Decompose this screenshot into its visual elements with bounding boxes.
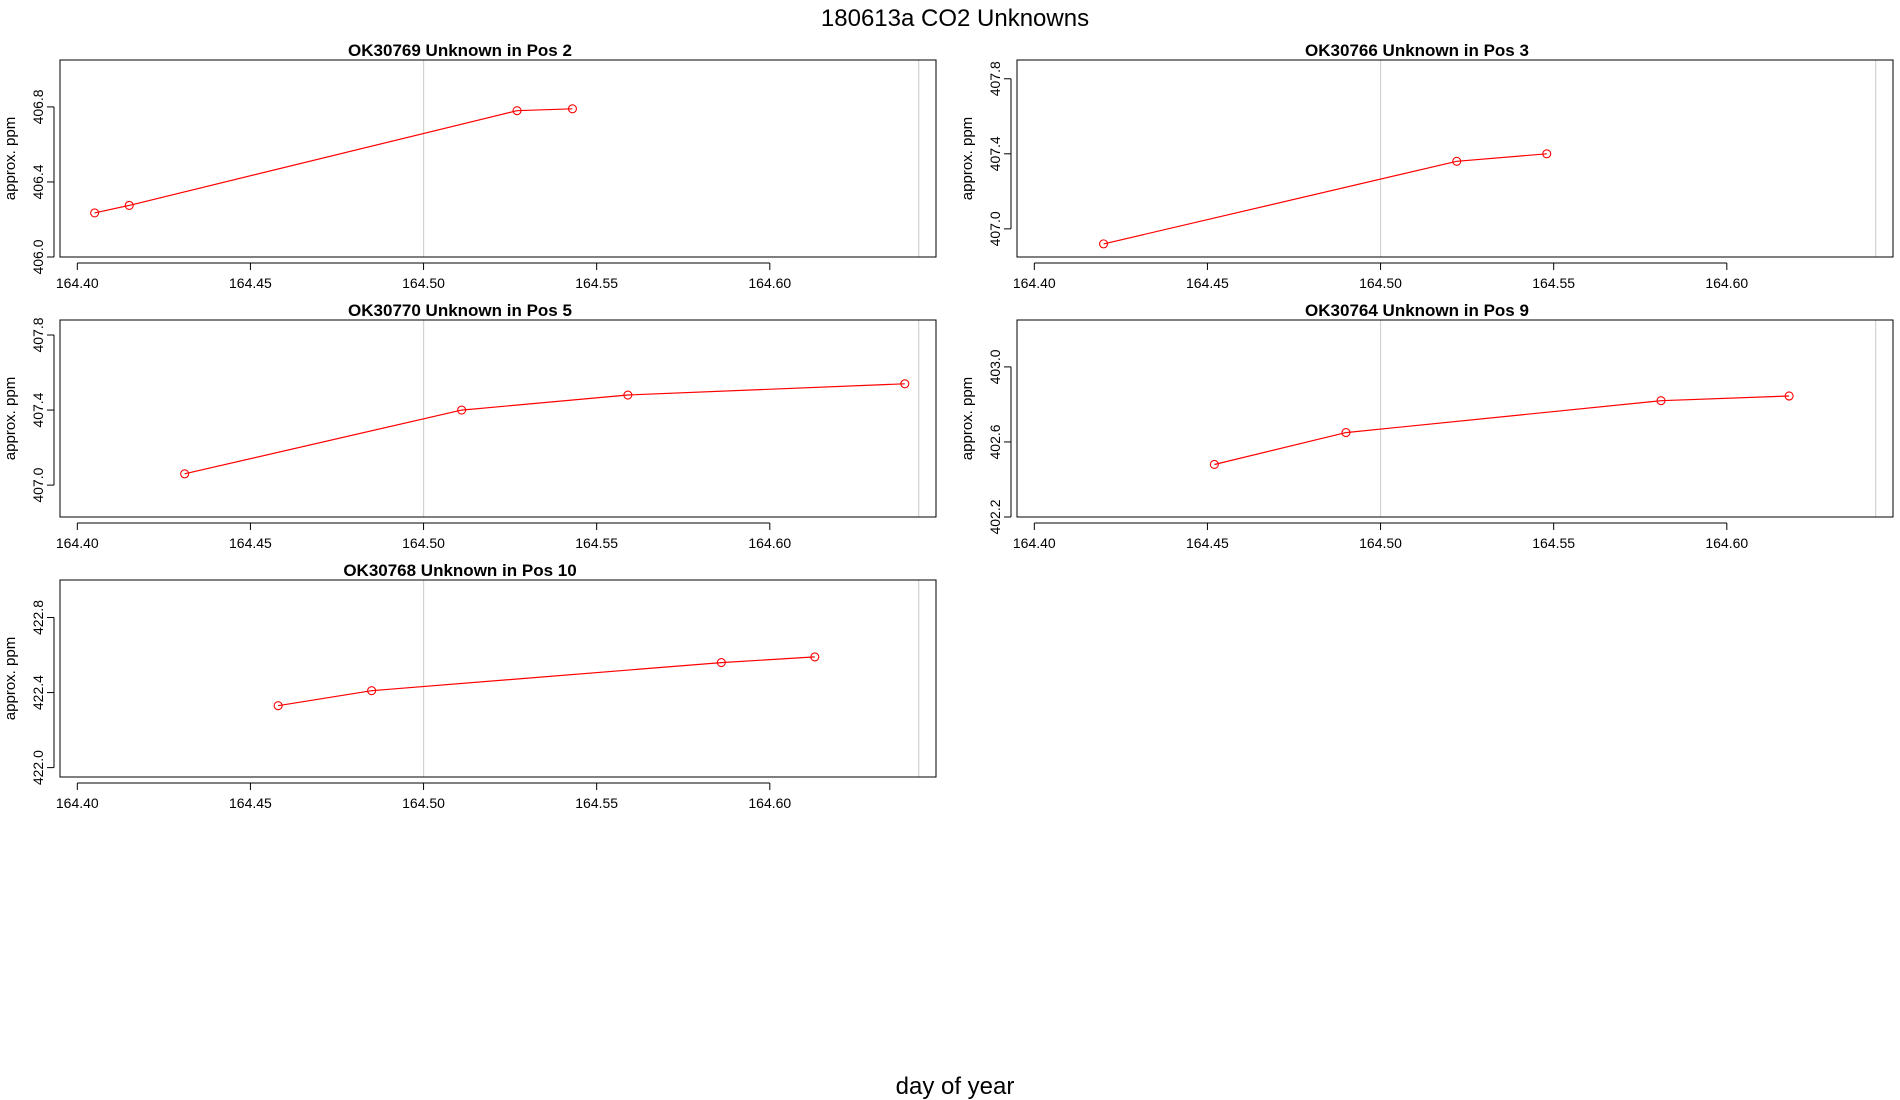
- data-point: [810, 652, 820, 662]
- data-point: [1656, 396, 1666, 406]
- x-tick-label: 164.60: [1705, 535, 1748, 551]
- series-line: [94, 108, 573, 214]
- y-tick-label: 406.0: [30, 239, 46, 274]
- x-tick-label: 164.40: [56, 275, 99, 291]
- y-tick-label: 407.4: [30, 392, 46, 427]
- series-line: [1103, 153, 1547, 245]
- plot-frame: [1016, 59, 1894, 258]
- plot-frame: [59, 579, 937, 778]
- y-axis-label: approx. ppm: [959, 117, 976, 200]
- panel-title: OK30768 Unknown in Pos 10: [343, 561, 576, 580]
- y-tick-label: 406.4: [30, 164, 46, 199]
- y-tick-label: 406.8: [30, 89, 46, 124]
- data-point: [623, 390, 633, 400]
- panel-5: OK30768 Unknown in Pos 10 164.40 164.45 164…: [2, 561, 937, 811]
- y-tick-label: 407.8: [987, 61, 1003, 96]
- data-point: [90, 208, 100, 218]
- y-axis-label: approx. ppm: [2, 117, 19, 200]
- y-tick-label: 422.0: [30, 750, 46, 785]
- x-axis-label: day of year: [896, 1073, 1015, 1100]
- x-tick-label: 164.45: [229, 535, 272, 551]
- x-tick-label: 164.55: [575, 795, 618, 811]
- x-tick-label: 164.40: [1013, 535, 1056, 551]
- y-axis-label: approx. ppm: [959, 377, 976, 460]
- panel-title: OK30770 Unknown in Pos 5: [348, 301, 572, 320]
- x-tick-label: 164.45: [1186, 535, 1229, 551]
- y-axis-label: approx. ppm: [2, 377, 19, 460]
- plot-frame: [59, 319, 937, 518]
- x-tick-label: 164.40: [1013, 275, 1056, 291]
- y-tick-label: 422.4: [30, 675, 46, 710]
- y-tick-label: 407.0: [987, 211, 1003, 246]
- y-tick-label: 402.6: [987, 424, 1003, 459]
- x-tick-label: 164.40: [56, 535, 99, 551]
- plot-frame: [59, 59, 937, 258]
- data-point: [124, 200, 134, 210]
- x-tick-label: 164.55: [1532, 535, 1575, 551]
- panel-2: OK30766 Unknown in Pos 3 164.40 164.45 164.…: [959, 41, 1894, 291]
- y-tick-label: 407.0: [30, 467, 46, 502]
- data-point: [1341, 428, 1351, 438]
- data-point: [1542, 149, 1552, 159]
- y-tick-label: 402.2: [987, 499, 1003, 534]
- y-tick-label: 422.8: [30, 600, 46, 635]
- x-tick-label: 164.55: [575, 535, 618, 551]
- panel-title: OK30764 Unknown in Pos 9: [1305, 301, 1529, 320]
- x-tick-label: 164.45: [1186, 275, 1229, 291]
- x-tick-label: 164.60: [748, 795, 791, 811]
- series-line: [184, 383, 905, 475]
- data-point: [367, 686, 377, 696]
- x-tick-label: 164.60: [1705, 275, 1748, 291]
- y-tick-label: 407.4: [987, 136, 1003, 171]
- data-point: [1099, 239, 1109, 249]
- panel-title: OK30766 Unknown in Pos 3: [1305, 41, 1529, 60]
- series-line: [1214, 395, 1790, 466]
- plot-frame: [1016, 319, 1894, 518]
- y-tick-label: 403.0: [987, 349, 1003, 384]
- x-tick-label: 164.55: [575, 275, 618, 291]
- data-point: [716, 658, 726, 668]
- data-point: [567, 104, 577, 114]
- y-axis-label: approx. ppm: [2, 637, 19, 720]
- panel-title: OK30769 Unknown in Pos 2: [348, 41, 572, 60]
- data-point: [1209, 459, 1219, 470]
- data-point: [457, 405, 467, 415]
- x-tick-label: 164.55: [1532, 275, 1575, 291]
- data-point: [273, 701, 283, 711]
- series-line: [278, 656, 815, 707]
- data-point: [900, 379, 910, 389]
- data-point: [180, 469, 190, 479]
- panels: OK30769 Unknown in Pos 2 164.40 164.45 164.…: [2, 41, 1894, 811]
- x-tick-label: 164.45: [229, 795, 272, 811]
- data-point: [1784, 391, 1794, 401]
- panel-3: OK30770 Unknown in Pos 5 164.40 164.45 164.…: [2, 301, 937, 551]
- x-tick-label: 164.40: [56, 795, 99, 811]
- data-point: [1452, 156, 1462, 166]
- panel-1: OK30769 Unknown in Pos 2 164.40 164.45 164.…: [2, 41, 937, 291]
- panel-4: OK30764 Unknown in Pos 9 164.40 164.45 164.…: [959, 301, 1894, 551]
- x-tick-label: 164.50: [1359, 275, 1402, 291]
- x-tick-label: 164.50: [402, 535, 445, 551]
- x-tick-label: 164.50: [402, 275, 445, 291]
- data-point: [512, 106, 522, 116]
- x-tick-label: 164.60: [748, 275, 791, 291]
- x-tick-label: 164.60: [748, 535, 791, 551]
- x-tick-label: 164.50: [402, 795, 445, 811]
- x-tick-label: 164.45: [229, 275, 272, 291]
- figure-title: 180613a CO2 Unknowns: [821, 5, 1089, 32]
- y-tick-label: 407.8: [30, 317, 46, 352]
- x-tick-label: 164.50: [1359, 535, 1402, 551]
